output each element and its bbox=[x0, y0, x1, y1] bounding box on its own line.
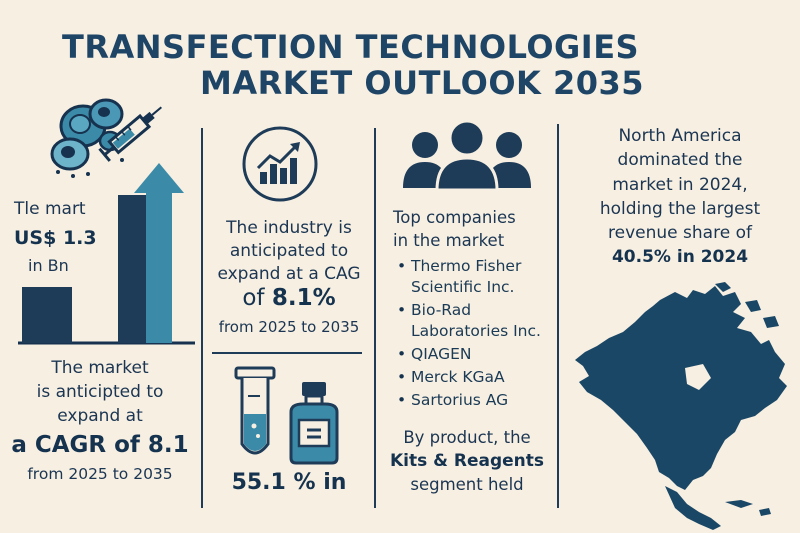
company-name-cont: Scientific Inc. bbox=[411, 278, 515, 296]
title-line-2: MARKET OUTLOOK 2035 bbox=[200, 64, 645, 102]
p3-product-1: By product, the bbox=[403, 428, 531, 447]
divider-1 bbox=[201, 128, 203, 508]
p2-value: of 8.1% bbox=[203, 285, 375, 311]
market-label: Tle mart bbox=[14, 199, 86, 219]
p3-product-2: Kits & Reagents bbox=[389, 451, 545, 471]
company-name: Merck KGaA bbox=[411, 368, 505, 386]
p4-line-1: North America bbox=[618, 126, 742, 146]
p1-line-2: is anticipted to bbox=[36, 382, 164, 402]
company-list: Thermo Fisher Scientific Inc. Bio-Rad La… bbox=[397, 256, 557, 411]
arrow-head bbox=[134, 163, 184, 193]
company-name: Sartorius AG bbox=[411, 391, 509, 409]
p3-intro-1: Top companies bbox=[393, 208, 516, 227]
p2-line-1: The industry is bbox=[226, 218, 352, 238]
growth-chart-icon bbox=[242, 126, 318, 202]
title-line-1: TRANSFECTION TECHNOLOGIES bbox=[62, 28, 640, 66]
p1-period: from 2025 to 2035 bbox=[27, 465, 173, 483]
company-item: Sartorius AG bbox=[397, 390, 557, 411]
market-unit: in Bn bbox=[28, 256, 69, 275]
market-value: US$ 1.3 bbox=[14, 227, 97, 249]
company-name: QIAGEN bbox=[411, 345, 472, 363]
p2-line-3: expand at a CAG bbox=[217, 264, 361, 284]
company-item: QIAGEN bbox=[397, 344, 557, 365]
syringe-icon bbox=[98, 106, 162, 162]
test-tube-icon bbox=[234, 366, 276, 455]
p1-line-1: The market bbox=[51, 358, 149, 378]
north-america-map bbox=[575, 282, 787, 530]
divider-h bbox=[212, 352, 362, 354]
cells-illustration bbox=[50, 98, 162, 178]
p2-line-2: anticipated to bbox=[229, 241, 349, 261]
p1-line-3: expand at bbox=[57, 406, 143, 426]
p4-line-4: holding the largest bbox=[599, 199, 761, 219]
p3-product-3: segment held bbox=[410, 475, 524, 494]
company-name: Bio-Rad bbox=[411, 301, 472, 319]
company-item: Bio-Rad Laboratories Inc. bbox=[397, 300, 557, 342]
p2-value-number: 8.1% bbox=[271, 285, 336, 311]
company-item: Thermo Fisher Scientific Inc. bbox=[397, 256, 557, 298]
p3-intro-2: in the market bbox=[393, 231, 505, 250]
arrow-shaft bbox=[146, 190, 172, 343]
cells-icon bbox=[50, 98, 124, 178]
p4-line-6: 40.5% in 2024 bbox=[611, 247, 749, 267]
p4-line-5: revenue share of bbox=[608, 223, 752, 243]
p2-period: from 2025 to 2035 bbox=[218, 318, 360, 336]
p2-share: 55.1 % in bbox=[231, 470, 347, 495]
company-name-cont: Laboratories Inc. bbox=[411, 322, 541, 340]
bar-1 bbox=[22, 287, 72, 343]
p4-line-2: dominated the bbox=[617, 150, 743, 170]
company-name: Thermo Fisher bbox=[411, 257, 522, 275]
growth-bars bbox=[18, 163, 195, 345]
vial-icon bbox=[289, 382, 339, 465]
company-item: Merck KGaA bbox=[397, 367, 557, 388]
p2-value-prefix: of bbox=[242, 285, 272, 311]
p1-cagr: a CAGR of 8.1 bbox=[11, 432, 189, 458]
divider-2 bbox=[374, 128, 376, 508]
p4-line-3: market in 2024, bbox=[612, 175, 748, 195]
people-icon bbox=[403, 120, 531, 190]
divider-3 bbox=[557, 124, 559, 508]
